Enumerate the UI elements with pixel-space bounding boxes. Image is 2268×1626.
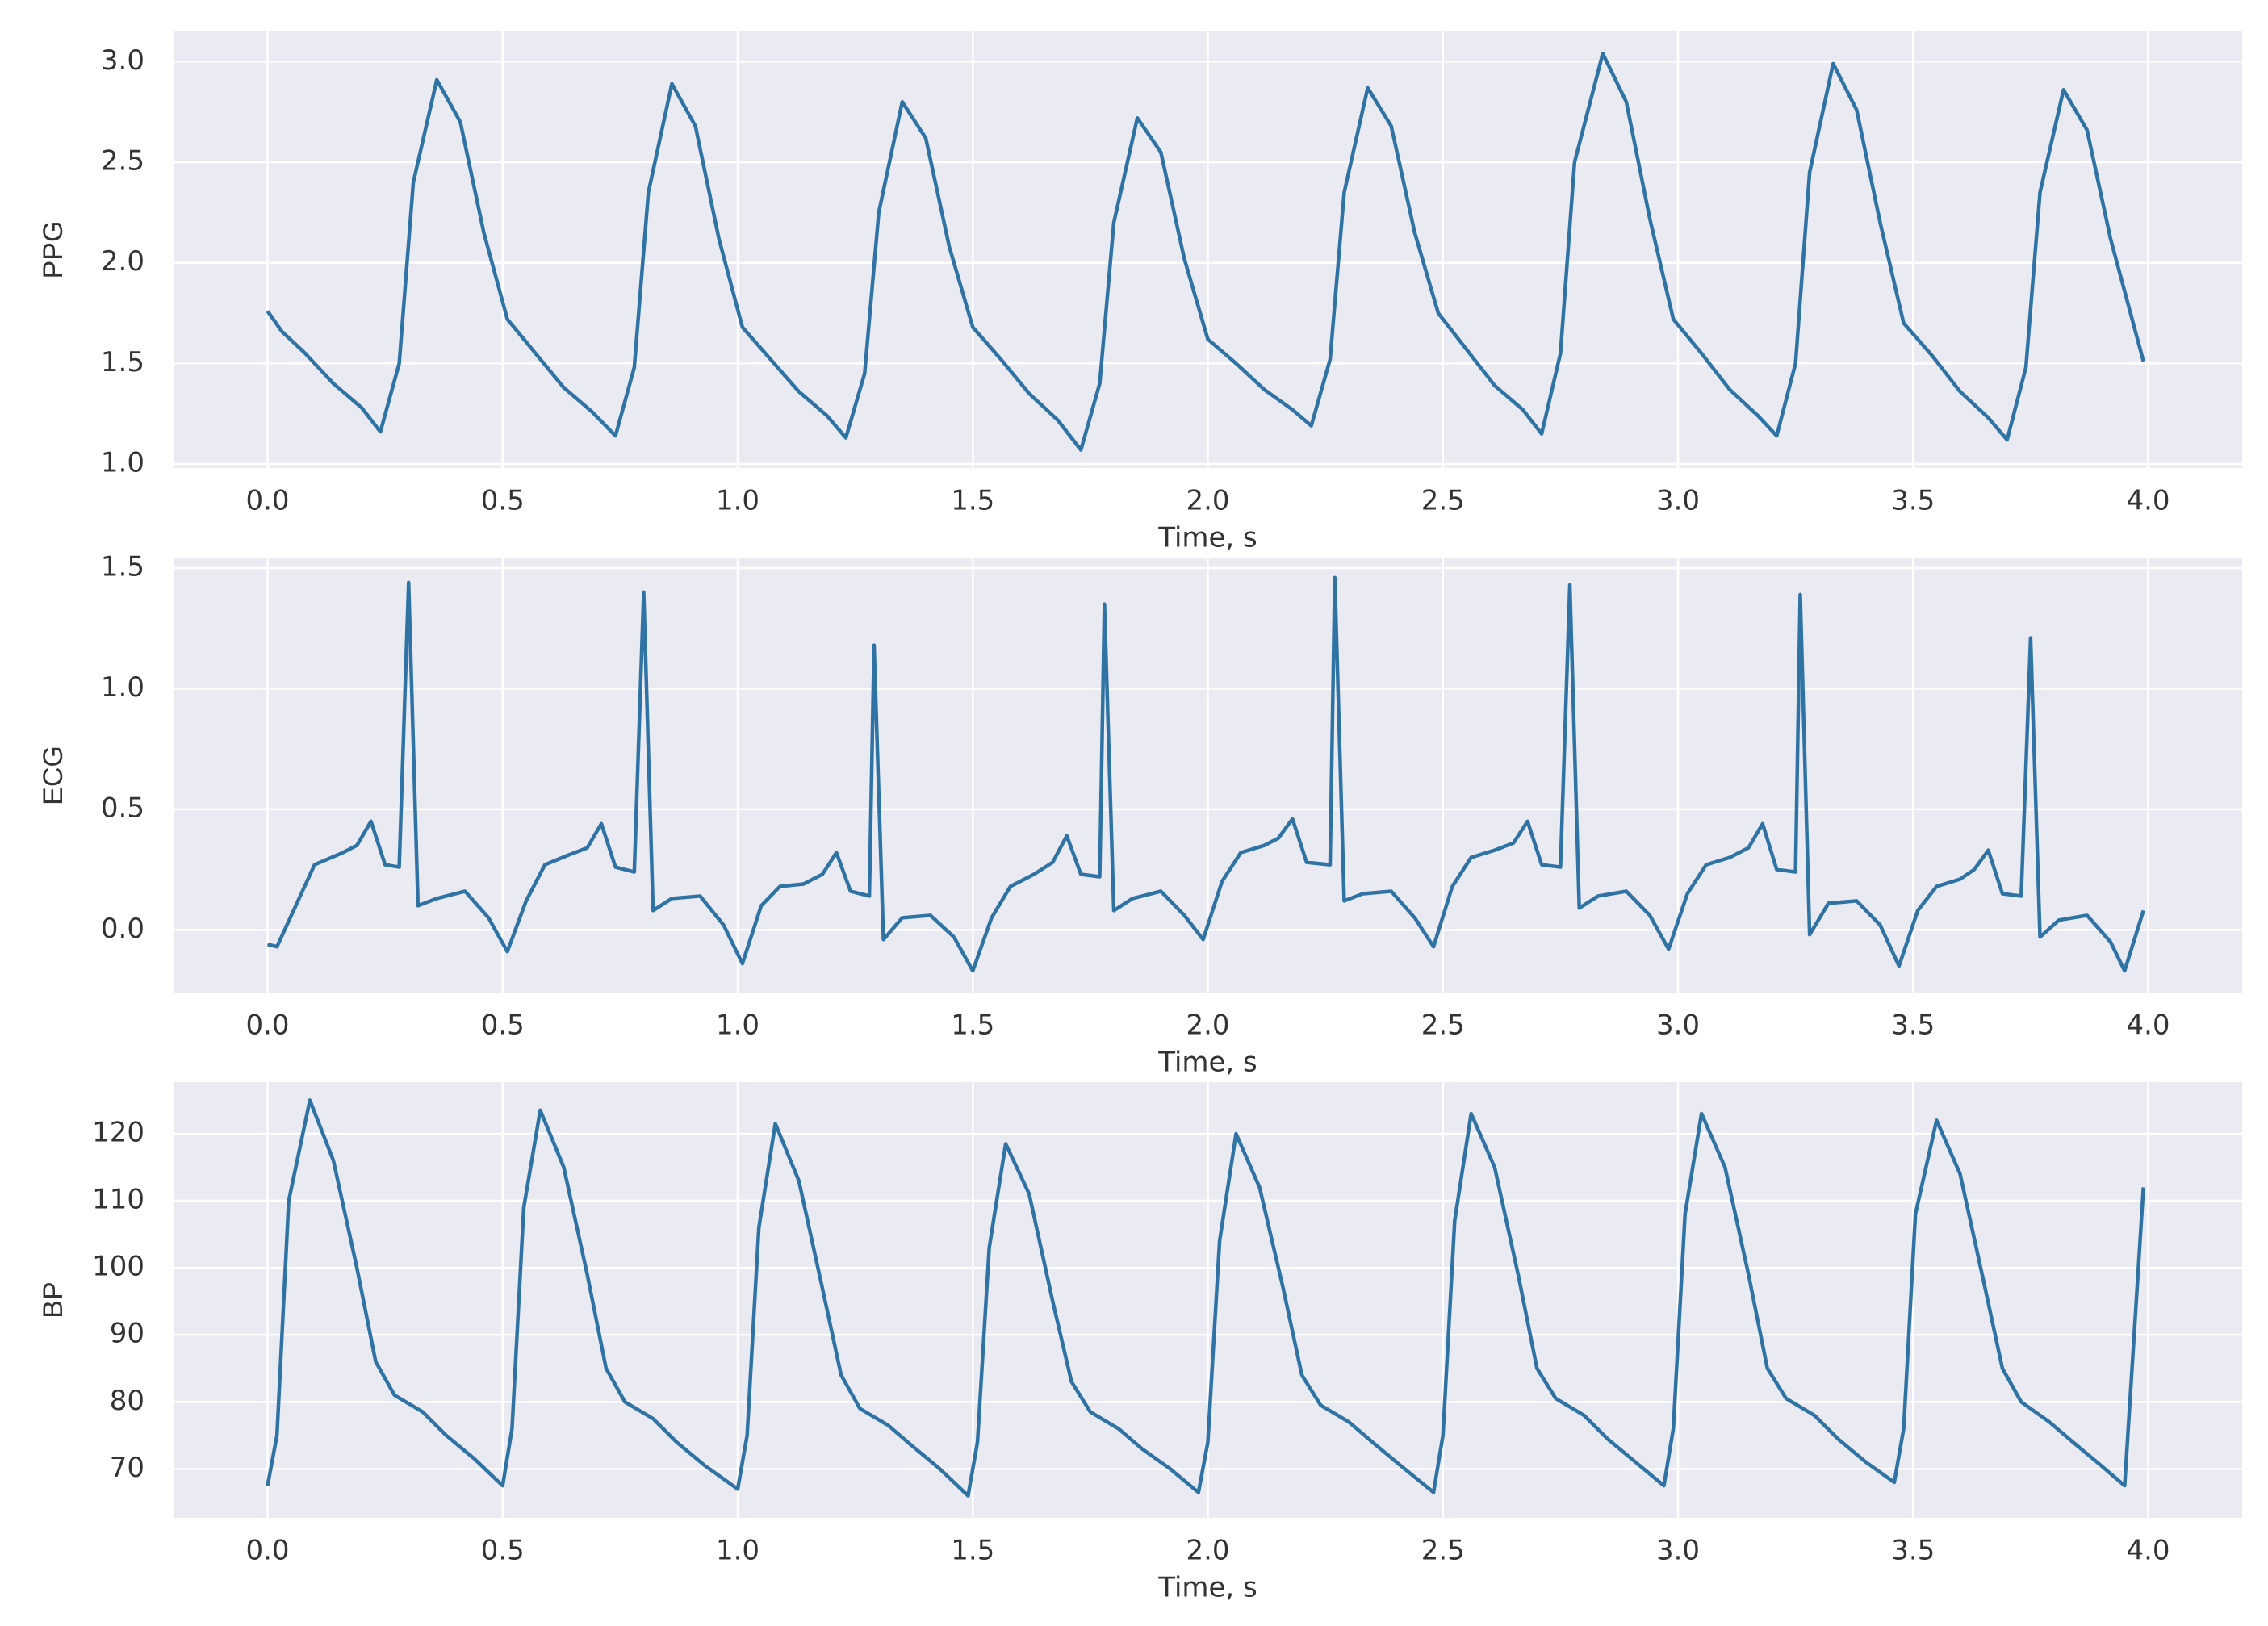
x-tick-label: 1.5 <box>951 1535 994 1567</box>
x-tick-label: 3.5 <box>1891 1535 1935 1567</box>
signal-line <box>266 52 2145 452</box>
y-tick-label: 120 <box>92 1116 144 1148</box>
y-tick-label: 3.0 <box>101 44 144 77</box>
x-tick-label: 1.0 <box>716 485 759 517</box>
x-tick-label: 0.0 <box>245 485 289 517</box>
x-tick-label: 3.0 <box>1656 485 1700 517</box>
x-tick-label: 4.0 <box>2126 485 2170 517</box>
y-tick-label: 2.0 <box>101 245 144 278</box>
x-tick-label: 2.5 <box>1421 485 1465 517</box>
x-axis-label: Time, s <box>1157 1047 1257 1079</box>
y-tick-label: 1.5 <box>101 346 144 378</box>
x-tick-label: 3.0 <box>1656 1535 1700 1567</box>
x-tick-label: 0.5 <box>481 485 525 517</box>
y-tick-label: 2.5 <box>101 145 144 178</box>
x-tick-label: 2.0 <box>1186 1535 1229 1567</box>
y-tick-label: 110 <box>92 1184 144 1216</box>
signal-line <box>266 575 2145 973</box>
x-tick-label: 2.5 <box>1421 1535 1465 1567</box>
y-tick-label: 90 <box>110 1318 144 1350</box>
x-tick-label: 4.0 <box>2126 1009 2170 1042</box>
x-tick-label: 4.0 <box>2126 1535 2170 1567</box>
x-axis-label: Time, s <box>1157 1572 1257 1604</box>
y-tick-label: 1.0 <box>101 447 144 479</box>
y-tick-label: 1.5 <box>101 550 144 583</box>
x-tick-label: 1.5 <box>951 485 994 517</box>
x-tick-label: 2.0 <box>1186 1009 1229 1042</box>
x-axis-label: Time, s <box>1157 522 1257 554</box>
x-tick-label: 0.5 <box>481 1535 525 1567</box>
x-tick-label: 3.5 <box>1891 1009 1935 1042</box>
x-tick-label: 0.5 <box>481 1009 525 1042</box>
x-tick-label: 2.5 <box>1421 1009 1465 1042</box>
y-axis-label: BP <box>38 1281 69 1318</box>
x-tick-label: 3.5 <box>1891 485 1935 517</box>
x-tick-label: 0.0 <box>245 1535 289 1567</box>
y-tick-label: 1.0 <box>101 671 144 704</box>
x-tick-label: 3.0 <box>1656 1009 1700 1042</box>
x-tick-label: 0.0 <box>245 1009 289 1042</box>
y-tick-label: 100 <box>92 1251 144 1283</box>
y-tick-label: 0.5 <box>101 792 144 824</box>
x-tick-label: 1.0 <box>716 1535 759 1567</box>
x-tick-label: 2.0 <box>1186 485 1229 517</box>
y-axis-label: PPG <box>38 221 69 279</box>
x-tick-label: 1.0 <box>716 1009 759 1042</box>
y-tick-label: 80 <box>110 1385 144 1417</box>
signal-line <box>266 1098 2145 1498</box>
y-tick-label: 0.0 <box>101 913 144 945</box>
y-axis-label: ECG <box>38 746 69 805</box>
x-tick-label: 1.5 <box>951 1009 994 1042</box>
y-tick-label: 70 <box>110 1452 144 1484</box>
